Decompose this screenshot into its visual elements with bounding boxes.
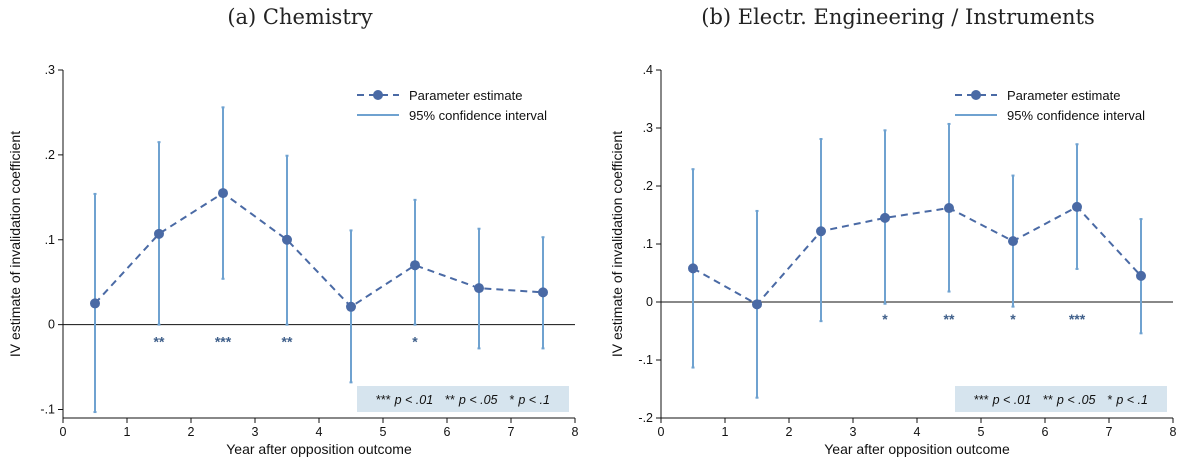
x-tick-label: 1 <box>124 425 131 439</box>
estimate-point <box>816 226 826 237</box>
legend-estimate-marker <box>373 90 383 100</box>
x-tick-label: 2 <box>786 425 793 439</box>
x-tick-label: 1 <box>722 425 729 439</box>
note-stars: *** <box>376 393 391 407</box>
estimate-point <box>90 298 100 309</box>
estimate-point <box>218 188 228 199</box>
significance-stars: * <box>882 311 888 327</box>
x-tick-label: 2 <box>188 425 195 439</box>
x-tick-label: 4 <box>914 425 921 439</box>
y-axis-label: IV estimate of invalidation coefficient <box>7 131 23 357</box>
y-tick-label: -.2 <box>638 411 653 425</box>
y-axis-label: IV estimate of invalidation coefficient <box>609 131 625 357</box>
x-tick-label: 8 <box>572 425 579 439</box>
note-stars: *** <box>974 393 989 407</box>
x-tick-label: 3 <box>850 425 857 439</box>
significance-note-box <box>357 386 569 412</box>
x-tick-label: 4 <box>316 425 323 439</box>
x-tick-label: 7 <box>508 425 515 439</box>
note-stars: ** <box>1043 393 1053 407</box>
x-axis-label: Year after opposition outcome <box>824 441 1010 457</box>
note-stars: * <box>1107 393 1112 407</box>
estimate-point <box>1008 236 1018 247</box>
y-tick-label: 0 <box>646 295 653 309</box>
chart-title: (b) Electr. Engineering / Instruments <box>701 5 1094 29</box>
estimate-point <box>752 299 762 310</box>
legend-estimate-marker <box>971 90 981 100</box>
x-tick-label: 5 <box>978 425 985 439</box>
legend-estimate-label: Parameter estimate <box>1007 88 1120 103</box>
significance-stars: ** <box>154 334 165 350</box>
significance-note-box <box>955 386 1167 412</box>
note-stars: ** <box>445 393 455 407</box>
significance-stars: * <box>1010 311 1016 327</box>
significance-note: *** p < .01 ** p < .05 * p < .1 <box>376 393 550 407</box>
x-tick-label: 6 <box>444 425 451 439</box>
estimate-line <box>692 205 1142 306</box>
note-threshold: p < .1 <box>1115 393 1148 407</box>
x-tick-label: 0 <box>60 425 67 439</box>
y-tick-label: -.1 <box>40 403 55 417</box>
x-tick-label: 5 <box>380 425 387 439</box>
y-tick-label: .2 <box>643 179 653 193</box>
significance-note: *** p < .01 ** p < .05 * p < .1 <box>974 393 1148 407</box>
note-threshold: p < .1 <box>517 393 550 407</box>
y-tick-label: .3 <box>45 63 55 77</box>
legend-ci-label: 95% confidence interval <box>1007 108 1145 123</box>
y-tick-label: 0 <box>48 318 55 332</box>
legend-ci-label: 95% confidence interval <box>409 108 547 123</box>
estimate-point <box>282 234 292 245</box>
x-tick-label: 8 <box>1170 425 1177 439</box>
estimate-point <box>538 287 548 298</box>
significance-stars: ** <box>282 334 293 350</box>
significance-stars: *** <box>215 334 232 350</box>
estimate-point <box>474 283 484 294</box>
y-tick-label: .1 <box>643 237 653 251</box>
y-tick-label: .4 <box>643 63 653 77</box>
significance-stars: * <box>412 334 418 350</box>
significance-stars: *** <box>1069 311 1086 327</box>
y-tick-label: .1 <box>45 233 55 247</box>
estimate-point <box>1072 201 1082 212</box>
y-tick-label: -.1 <box>638 353 653 367</box>
estimate-point <box>1136 270 1146 281</box>
panel-chemistry: (a) Chemistry -.1 0 .1 .2 .3 0 1 2 3 4 5 6 7 8 Year aft… <box>7 5 579 457</box>
x-tick-label: 0 <box>658 425 665 439</box>
estimate-point <box>410 260 420 271</box>
panel-electrical-engineering: (b) Electr. Engineering / Instruments -.2… <box>609 5 1177 457</box>
estimate-point <box>154 228 164 239</box>
estimate-point <box>688 263 698 274</box>
significance-stars: ** <box>944 311 955 327</box>
estimate-point <box>880 212 890 223</box>
chart-title: (a) Chemistry <box>227 5 372 29</box>
y-tick-label: .3 <box>643 121 653 135</box>
estimate-point <box>944 203 954 214</box>
note-threshold: p < .05 <box>1056 393 1096 407</box>
x-tick-label: 7 <box>1106 425 1113 439</box>
note-threshold: p < .01 <box>992 393 1032 407</box>
y-tick-label: .2 <box>45 148 55 162</box>
note-threshold: p < .05 <box>458 393 498 407</box>
x-tick-label: 6 <box>1042 425 1049 439</box>
estimate-point <box>346 301 356 312</box>
note-threshold: p < .01 <box>394 393 434 407</box>
note-stars: * <box>509 393 514 407</box>
legend-estimate-label: Parameter estimate <box>409 88 522 103</box>
x-axis-label: Year after opposition outcome <box>226 441 412 457</box>
x-tick-label: 3 <box>252 425 259 439</box>
